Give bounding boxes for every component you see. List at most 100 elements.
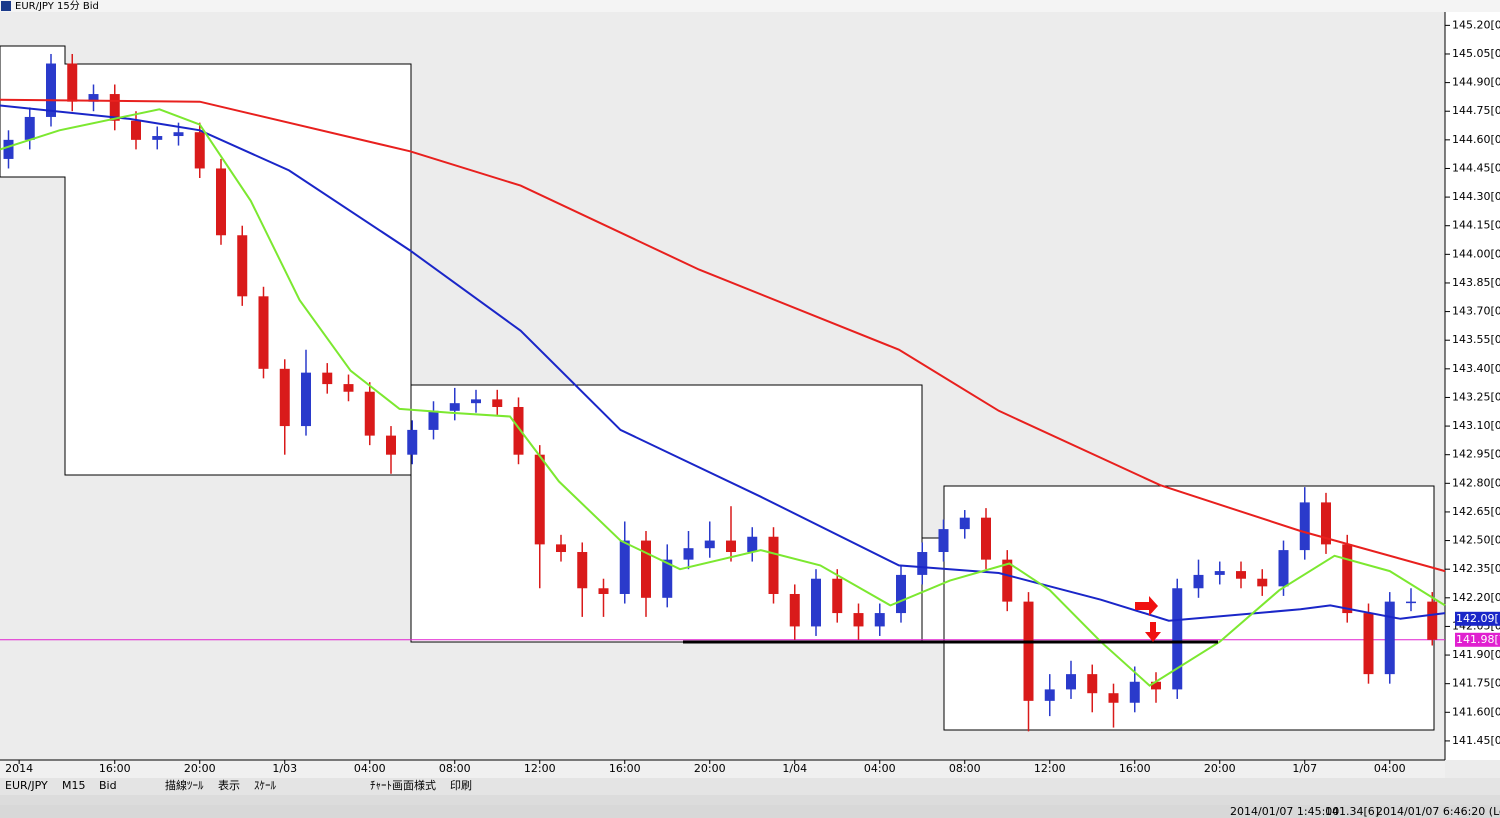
scrollbar: [0, 795, 1500, 805]
candle-body: [1384, 601, 1395, 675]
candle-body: [237, 235, 248, 297]
x-tick-label: 1/03: [272, 762, 297, 775]
candle-body: [152, 136, 163, 140]
plot: [0, 53, 1446, 732]
x-tick-label: 12:00: [1034, 762, 1066, 775]
candle-body: [386, 435, 396, 455]
candle-body: [874, 613, 885, 627]
candle-body: [981, 517, 991, 560]
toolbar-button[interactable]: EUR/JPY: [5, 779, 48, 792]
toolbar-button[interactable]: Bid: [99, 779, 117, 792]
time-axis: [0, 760, 1445, 778]
candle-body: [1214, 571, 1225, 575]
moving-average: [0, 108, 1446, 687]
y-tick-label: 142.35[0]: [1452, 562, 1500, 575]
x-tick-label: 12:00: [524, 762, 556, 775]
candle-body: [1236, 571, 1246, 579]
candle-body: [1278, 550, 1289, 587]
moving-average: [0, 98, 1446, 573]
candle-body: [1299, 502, 1310, 551]
y-tick-label: 144.30[0]: [1452, 190, 1500, 203]
y-tick-label: 144.60[0]: [1452, 133, 1500, 146]
candle-body: [3, 139, 14, 159]
candle-body: [173, 132, 184, 137]
x-tick-label: 04:00: [354, 762, 386, 775]
x-tick-label: 16:00: [609, 762, 641, 775]
x-tick-label: 20:00: [1204, 762, 1236, 775]
candle-body: [959, 517, 970, 530]
y-tick-label: 145.20[0]: [1452, 18, 1500, 31]
candle-body: [641, 540, 651, 598]
candle-body: [513, 406, 524, 455]
toolbar-button[interactable]: ｽｹｰﾙ: [254, 779, 276, 792]
candle-body: [789, 593, 800, 627]
candle-body: [1406, 601, 1416, 604]
x-tick-label: 1/04: [782, 762, 807, 775]
y-tick-label: 142.50[0]: [1452, 534, 1500, 547]
arrow: [1145, 622, 1161, 642]
candle-body: [131, 120, 141, 140]
toolbar-button[interactable]: 表示: [218, 778, 240, 792]
status-item: 2014/01/07 1:45:00: [1230, 805, 1339, 818]
candle-body: [1193, 574, 1204, 589]
window-title: EUR/JPY 15分 Bid: [15, 0, 99, 12]
candle-body: [88, 94, 99, 102]
y-tick-label: 143.85[0]: [1452, 276, 1500, 289]
candle-body: [343, 384, 354, 392]
x-tick-label: 08:00: [949, 762, 981, 775]
x-tick-label: 08:00: [439, 762, 471, 775]
price-tag-label: 141.98[7: [1456, 633, 1500, 646]
x-tick-label: 16:00: [1119, 762, 1151, 775]
candle-body: [598, 588, 609, 594]
candle-body: [1023, 601, 1034, 701]
x-tick-label: 1/07: [1292, 762, 1317, 775]
candle-body: [619, 540, 630, 594]
y-tick-label: 143.40[0]: [1452, 362, 1500, 375]
toolbar-button[interactable]: 描線ﾂｰﾙ: [165, 778, 204, 792]
candle-body: [938, 529, 949, 553]
toolbar-button[interactable]: 印刷: [450, 779, 472, 792]
candle-body: [853, 613, 864, 627]
y-tick-label: 143.70[0]: [1452, 305, 1500, 318]
candle-body: [1172, 588, 1183, 690]
app-icon: [1, 1, 11, 11]
candle-body: [279, 368, 290, 427]
y-tick-label: 143.25[0]: [1452, 390, 1500, 403]
candle-body: [1427, 601, 1438, 640]
y-tick-label: 142.95[0]: [1452, 448, 1500, 461]
candle-body: [428, 410, 439, 430]
y-tick-label: 144.15[0]: [1452, 219, 1500, 232]
candle-body: [704, 540, 715, 549]
candle-body: [1321, 502, 1331, 545]
candle-body: [46, 63, 56, 117]
toolbar-button[interactable]: M15: [62, 779, 86, 792]
candle-body: [577, 552, 588, 589]
toolbar-button[interactable]: ﾁｬｰﾄ画面様式: [370, 778, 436, 792]
y-tick-label: 143.10[0]: [1452, 419, 1500, 432]
candle-body: [492, 399, 503, 407]
candle-body: [301, 372, 311, 427]
x-tick-label: 20:00: [694, 762, 726, 775]
candle-body: [67, 63, 78, 102]
candle-body: [683, 548, 694, 560]
moving-average: [0, 104, 1446, 622]
candle-body: [896, 574, 906, 614]
y-tick-label: 141.45[0]: [1452, 734, 1500, 747]
candle-body: [1087, 674, 1098, 694]
y-tick-label: 143.55[0]: [1452, 333, 1500, 346]
candle-body: [1342, 544, 1353, 614]
candle-body: [24, 116, 35, 140]
x-tick-label: 16:00: [99, 762, 131, 775]
candle-body: [1002, 559, 1013, 602]
x-tick-label: 20:00: [184, 762, 216, 775]
y-tick-label: 144.75[0]: [1452, 104, 1500, 117]
status-item: 141.34[6]: [1325, 805, 1379, 818]
price-tag: [1455, 611, 1500, 626]
candle-body: [449, 403, 460, 411]
candle-body: [258, 296, 269, 369]
x-tick-label: 04:00: [864, 762, 896, 775]
y-tick-label: 144.90[0]: [1452, 76, 1500, 89]
